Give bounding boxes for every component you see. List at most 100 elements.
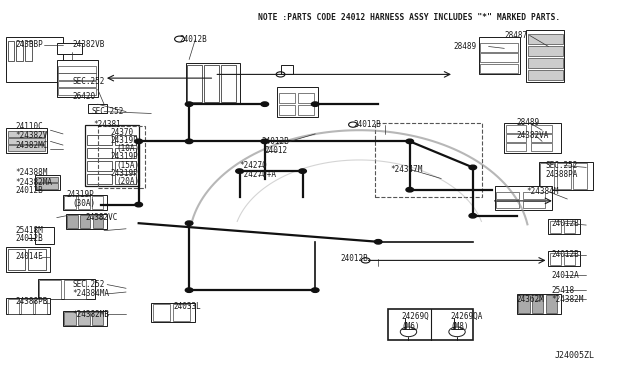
- Text: SEC.252: SEC.252: [72, 77, 105, 86]
- Bar: [523, 192, 545, 199]
- Bar: [6, 298, 51, 314]
- Bar: [152, 304, 170, 321]
- Bar: [204, 65, 219, 102]
- Bar: [506, 143, 526, 151]
- Bar: [87, 135, 112, 145]
- Bar: [550, 221, 561, 233]
- Text: *24347M: *24347M: [391, 165, 423, 174]
- Text: *24384MA: *24384MA: [72, 289, 109, 298]
- Text: 24319P: 24319P: [110, 153, 138, 161]
- Bar: [375, 123, 483, 197]
- Bar: [63, 311, 107, 326]
- Bar: [21, 299, 33, 314]
- Bar: [506, 134, 526, 142]
- Text: 28489: 28489: [517, 118, 540, 127]
- Bar: [540, 163, 554, 189]
- Text: 24388PA: 24388PA: [545, 170, 578, 179]
- Text: 28489: 28489: [454, 42, 477, 51]
- Bar: [278, 93, 295, 103]
- Bar: [548, 251, 580, 266]
- Bar: [518, 295, 529, 313]
- Bar: [8, 131, 45, 137]
- Bar: [481, 53, 518, 62]
- Bar: [63, 195, 107, 210]
- Bar: [6, 128, 47, 153]
- Bar: [39, 280, 61, 299]
- Bar: [38, 279, 95, 299]
- Bar: [115, 161, 136, 171]
- Bar: [564, 253, 575, 265]
- Text: 24319P: 24319P: [110, 136, 138, 145]
- Text: *24382MA: *24382MA: [16, 178, 52, 187]
- Text: SEC.252: SEC.252: [545, 161, 578, 170]
- Bar: [115, 148, 136, 158]
- Text: *24382MB: *24382MB: [72, 310, 109, 319]
- Bar: [527, 34, 563, 44]
- Bar: [87, 148, 112, 158]
- Text: *24384M: *24384M: [526, 187, 559, 196]
- Bar: [221, 65, 236, 102]
- Bar: [8, 145, 45, 151]
- Bar: [550, 253, 561, 265]
- Bar: [87, 161, 112, 171]
- Bar: [531, 134, 552, 142]
- Bar: [573, 163, 587, 189]
- Text: 25418: 25418: [552, 286, 575, 295]
- Text: 24269Q
(M6): 24269Q (M6): [401, 312, 429, 331]
- Text: 24014E: 24014E: [16, 252, 44, 261]
- Text: 24319P: 24319P: [110, 169, 138, 178]
- Text: 24033L: 24033L: [173, 302, 201, 311]
- Bar: [526, 30, 564, 82]
- Bar: [298, 105, 314, 115]
- Circle shape: [312, 288, 319, 292]
- Bar: [481, 64, 518, 73]
- Circle shape: [299, 169, 307, 173]
- Bar: [548, 219, 580, 234]
- Bar: [280, 65, 293, 74]
- Circle shape: [312, 102, 319, 106]
- Bar: [64, 312, 76, 325]
- Bar: [531, 143, 552, 151]
- Text: (10A): (10A): [116, 144, 140, 153]
- Bar: [479, 37, 520, 74]
- Circle shape: [135, 202, 143, 207]
- Text: SEC.252: SEC.252: [92, 107, 124, 116]
- Circle shape: [261, 139, 269, 144]
- Bar: [495, 186, 552, 210]
- Bar: [8, 299, 19, 314]
- Bar: [517, 294, 561, 314]
- Text: 24012B: 24012B: [180, 35, 207, 44]
- Bar: [496, 201, 519, 208]
- Text: 24362M: 24362M: [517, 295, 545, 304]
- Text: 24110C: 24110C: [16, 122, 44, 131]
- Bar: [58, 81, 97, 87]
- Bar: [298, 93, 314, 103]
- Text: 24012: 24012: [265, 146, 288, 155]
- Bar: [546, 295, 557, 313]
- Bar: [92, 312, 104, 325]
- Circle shape: [135, 139, 143, 144]
- Bar: [527, 46, 563, 56]
- Bar: [64, 196, 76, 209]
- Text: 24012B: 24012B: [340, 254, 368, 263]
- Text: 24012B: 24012B: [16, 234, 44, 243]
- Bar: [481, 43, 518, 52]
- Bar: [173, 304, 190, 321]
- Text: *24382V: *24382V: [16, 131, 48, 140]
- Bar: [278, 105, 295, 115]
- Bar: [57, 43, 82, 54]
- Text: 24382VB: 24382VB: [72, 40, 105, 49]
- Text: (30A): (30A): [72, 199, 95, 208]
- Text: (20A): (20A): [116, 177, 140, 186]
- Bar: [188, 65, 202, 102]
- Bar: [36, 183, 58, 189]
- Bar: [388, 309, 473, 340]
- Bar: [87, 174, 112, 184]
- Bar: [17, 41, 23, 61]
- Bar: [115, 174, 136, 184]
- Bar: [64, 280, 86, 299]
- Bar: [28, 249, 46, 270]
- Text: 25418M: 25418M: [16, 226, 44, 235]
- Text: 24012A: 24012A: [552, 271, 579, 280]
- Bar: [35, 227, 54, 244]
